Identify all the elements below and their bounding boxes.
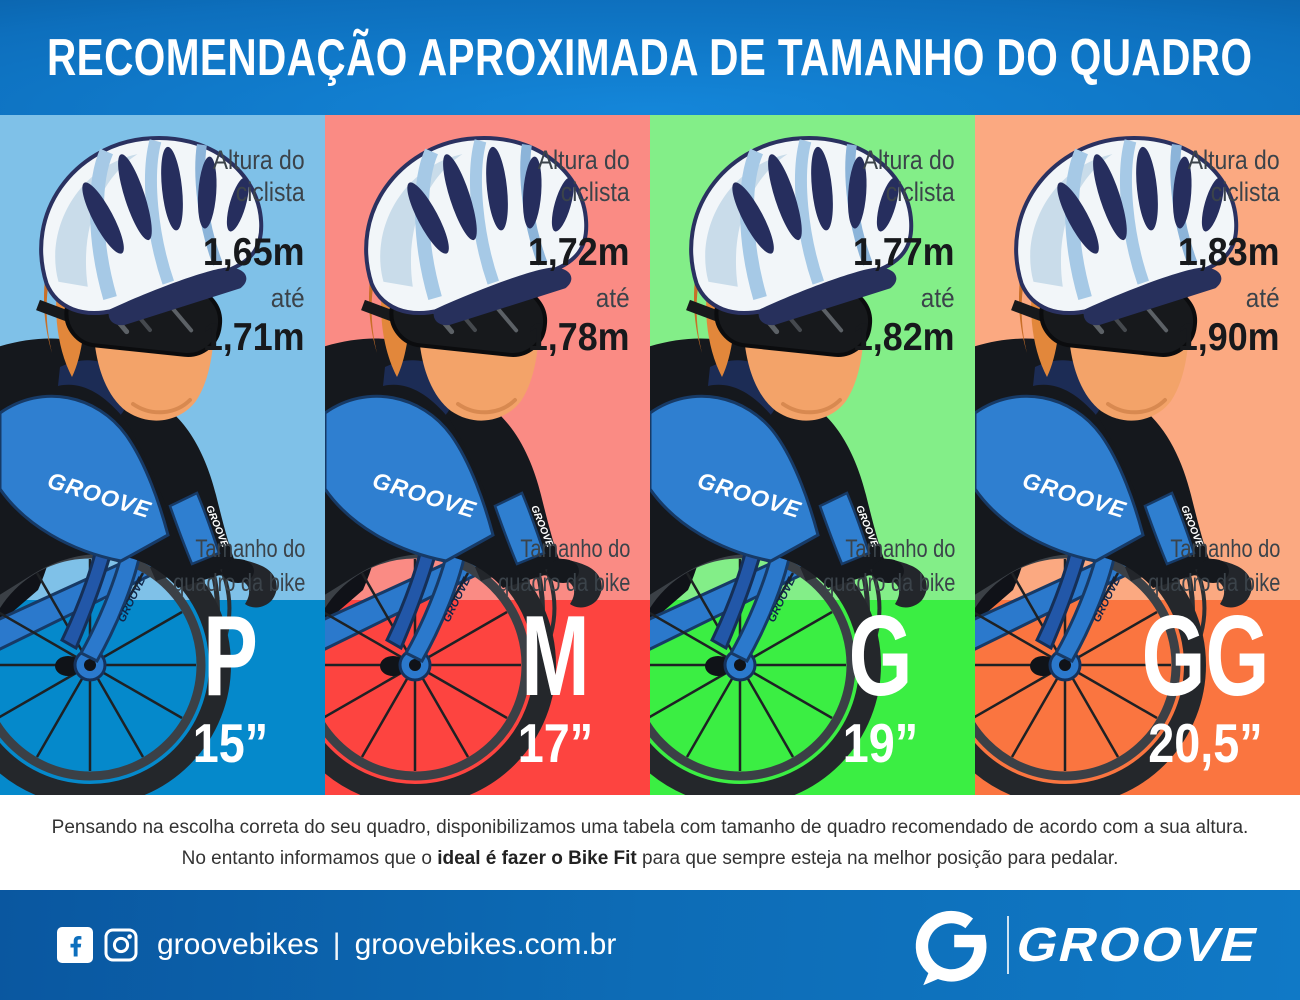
poster-title: RECOMENDAÇÃO APROXIMADA DE TAMANHO DO QU…: [47, 28, 1253, 87]
size-inches: 17”: [517, 712, 594, 775]
size-code: M: [521, 593, 590, 720]
note-bold-segment: ideal é fazer o Bike Fit: [437, 847, 637, 869]
frame-size-value: G 19”: [790, 593, 971, 775]
height-label: Altura do ciclista: [538, 145, 630, 207]
footer-separator: |: [332, 928, 341, 961]
brand-logo: GROOVE: [909, 903, 1265, 987]
note-section: Pensando na escolha correta do seu quadr…: [0, 795, 1300, 890]
footer: groovebikes | groovebikes.com.br GROOVE: [0, 890, 1300, 1000]
groove-emblem-icon: [916, 910, 987, 986]
frame-size-label: Tamanho do quadro da bike: [172, 535, 305, 597]
frame-size-label: Tamanho do quadro da bike: [497, 535, 630, 597]
website-url: groovebikes.com.br: [354, 928, 617, 961]
rider-height-info: Altura do ciclista 1,77m até 1,82m: [844, 145, 955, 360]
social-handle: groovebikes: [157, 928, 319, 961]
height-label: Altura do ciclista: [213, 145, 305, 207]
height-min: 1,77m: [853, 230, 955, 274]
height-max: 1,90m: [1178, 315, 1280, 359]
frame-size-label: Tamanho do quadro da bike: [1147, 535, 1280, 597]
size-code: G: [848, 593, 913, 720]
frame-size-label: Tamanho do quadro da bike: [822, 535, 955, 597]
rider-height-info: Altura do ciclista 1,83m até 1,90m: [1169, 145, 1280, 360]
frame-size-value: M 17”: [465, 593, 646, 775]
footer-social-row: groovebikes | groovebikes.com.br: [57, 927, 616, 963]
size-code: GG: [1141, 593, 1270, 720]
size-column-g: Altura do ciclista 1,77m até 1,82m Taman…: [650, 115, 975, 795]
social-icons: [57, 927, 139, 963]
size-inches: 19”: [842, 712, 919, 775]
rider-height-info: Altura do ciclista 1,72m até 1,78m: [519, 145, 630, 360]
height-min: 1,65m: [203, 230, 305, 274]
size-inches: 20,5”: [1148, 712, 1263, 775]
logo-divider: [1007, 916, 1010, 974]
brand-wordmark: GROOVE: [1011, 918, 1265, 972]
height-label: Altura do ciclista: [1188, 145, 1280, 207]
height-min: 1,83m: [1178, 230, 1280, 274]
size-column-m: Altura do ciclista 1,72m até 1,78m Taman…: [325, 115, 650, 795]
height-max: 1,78m: [528, 315, 630, 359]
note-line1: Pensando na escolha correta do seu quadr…: [51, 816, 1249, 838]
range-word: até: [271, 282, 305, 313]
rider-height-info: Altura do ciclista 1,65m até 1,71m: [194, 145, 305, 360]
size-column-p: Altura do ciclista 1,65m até 1,71m Taman…: [0, 115, 325, 795]
height-label: Altura do ciclista: [863, 145, 955, 207]
height-max: 1,82m: [853, 315, 955, 359]
range-word: até: [921, 282, 955, 313]
frame-size-value: P 15”: [140, 593, 321, 775]
size-inches: 15”: [192, 712, 269, 775]
size-column-gg: Altura do ciclista 1,83m até 1,90m Taman…: [975, 115, 1300, 795]
facebook-icon: [57, 927, 93, 963]
height-max: 1,71m: [203, 315, 305, 359]
frame-size-value: GG 20,5”: [1115, 593, 1296, 775]
height-min: 1,72m: [528, 230, 630, 274]
size-code: P: [203, 593, 258, 720]
instagram-icon: [104, 928, 138, 962]
note-line2: No entanto informamos que o ideal é faze…: [181, 847, 1119, 869]
size-columns: Altura do ciclista 1,65m até 1,71m Taman…: [0, 115, 1300, 795]
range-word: até: [596, 282, 630, 313]
range-word: até: [1246, 282, 1280, 313]
header: RECOMENDAÇÃO APROXIMADA DE TAMANHO DO QU…: [0, 0, 1300, 115]
